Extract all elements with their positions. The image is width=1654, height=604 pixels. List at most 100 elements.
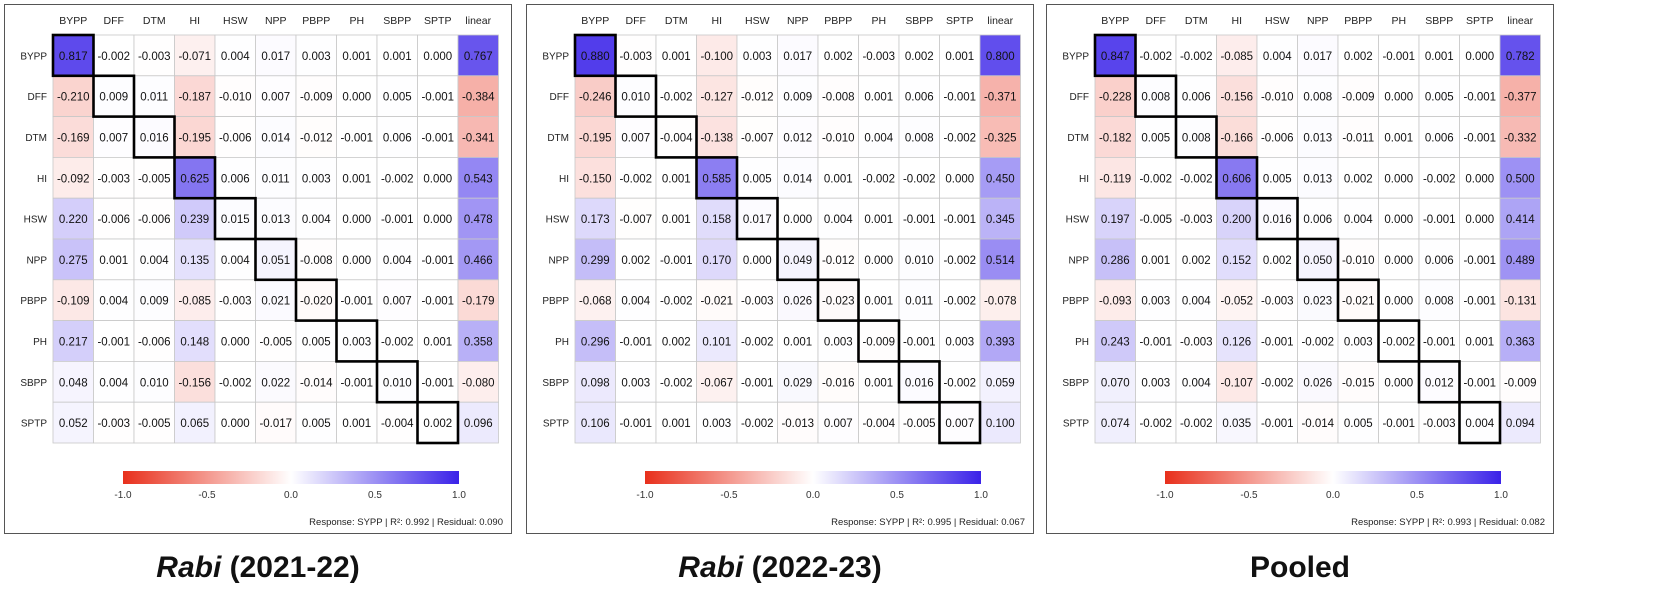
heatmap-cell bbox=[1499, 320, 1541, 362]
cell-value: -0.109 bbox=[57, 296, 90, 308]
cell-value: 0.543 bbox=[464, 173, 493, 185]
diagonal-highlight bbox=[816, 278, 860, 322]
heatmap-cell bbox=[417, 360, 459, 403]
caption-2: Rabi (2022-23) bbox=[526, 538, 1034, 598]
cell-value: -0.014 bbox=[300, 377, 333, 389]
diagonal-highlight bbox=[294, 278, 338, 322]
row-header-sbpp: SBPP bbox=[1062, 378, 1089, 389]
col-header-ph: PH bbox=[1391, 15, 1406, 27]
cell-value: -0.005 bbox=[903, 418, 936, 430]
cell-value: 0.065 bbox=[180, 418, 209, 430]
diagonal-highlight bbox=[132, 115, 176, 159]
col-header-dff: DFF bbox=[626, 15, 646, 27]
heatmap-cell bbox=[376, 156, 418, 199]
row-header-sbpp: SBPP bbox=[20, 378, 47, 389]
cell-value: 0.011 bbox=[140, 92, 168, 104]
diagonal-highlight bbox=[1296, 237, 1340, 282]
cell-value: 0.004 bbox=[99, 377, 128, 389]
heatmap-cell bbox=[655, 75, 697, 118]
cell-value: -0.325 bbox=[984, 133, 1017, 145]
cell-value: -0.013 bbox=[781, 418, 814, 430]
colorbar-tick-label: -1.0 bbox=[1156, 490, 1174, 501]
cell-value: -0.002 bbox=[1139, 173, 1172, 185]
cell-value: -0.002 bbox=[1180, 51, 1213, 63]
heatmap-cell bbox=[979, 360, 1021, 403]
heatmap-cell bbox=[52, 197, 94, 240]
caption-1-rest: (2021-22) bbox=[221, 551, 360, 584]
cell-value: -0.179 bbox=[462, 296, 495, 308]
heatmap-cell bbox=[52, 360, 94, 403]
heatmap-cell bbox=[336, 75, 378, 118]
cell-value: 0.004 bbox=[221, 255, 250, 267]
colorbar-tick-label: 0.0 bbox=[806, 490, 820, 501]
cell-value: -0.003 bbox=[1423, 418, 1456, 430]
cell-value: -0.078 bbox=[984, 296, 1017, 308]
heatmap-cell bbox=[336, 360, 378, 403]
heatmap-cell bbox=[1135, 401, 1177, 444]
cell-value: 0.016 bbox=[905, 377, 934, 389]
cell-value: 0.000 bbox=[945, 173, 974, 185]
cell-value: 0.002 bbox=[824, 51, 853, 63]
heatmap-cell bbox=[615, 156, 657, 199]
cell-value: 0.096 bbox=[464, 418, 493, 430]
cell-value: 0.606 bbox=[1222, 173, 1251, 185]
cell-value: 0.880 bbox=[581, 51, 610, 63]
heatmap-cell bbox=[736, 279, 778, 321]
cell-value: 0.001 bbox=[1465, 337, 1494, 349]
cell-value: -0.195 bbox=[178, 133, 211, 145]
cell-value: -0.002 bbox=[1139, 51, 1172, 63]
cell-value: -0.001 bbox=[421, 255, 454, 267]
cell-value: -0.002 bbox=[660, 92, 693, 104]
cell-value: -0.002 bbox=[1180, 418, 1213, 430]
cell-value: 0.005 bbox=[302, 418, 331, 430]
heatmap-cell bbox=[1378, 360, 1420, 403]
cell-value: 0.002 bbox=[621, 255, 650, 267]
heatmap-cell bbox=[336, 401, 378, 444]
cell-value: 0.135 bbox=[180, 255, 209, 267]
heatmap-cell bbox=[1216, 75, 1258, 118]
heatmap-cell bbox=[255, 197, 297, 240]
cell-value: -0.001 bbox=[1463, 296, 1496, 308]
cell-value: 0.051 bbox=[261, 255, 290, 267]
heatmap-cell bbox=[457, 34, 499, 77]
cell-value: -0.001 bbox=[619, 337, 652, 349]
cell-value: -0.017 bbox=[259, 418, 292, 430]
diagonal-highlight bbox=[92, 74, 136, 118]
colorbar-tick-label: -1.0 bbox=[114, 490, 132, 501]
cell-value: 0.126 bbox=[1222, 337, 1251, 349]
cell-value: 0.003 bbox=[302, 173, 331, 185]
caption-1-italic: Rabi bbox=[156, 551, 222, 584]
col-header-bypp: BYPP bbox=[1101, 15, 1129, 27]
diagonal-highlight bbox=[1377, 319, 1421, 363]
heatmap-cell bbox=[1175, 156, 1217, 199]
cell-value: 0.023 bbox=[1303, 296, 1332, 308]
heatmap-cell bbox=[295, 116, 337, 158]
heatmap-cell bbox=[295, 156, 337, 199]
cell-value: 0.393 bbox=[986, 337, 1015, 349]
heatmap-cell bbox=[817, 156, 859, 199]
colorbar-tick-label: -0.5 bbox=[198, 490, 216, 501]
cell-value: 0.017 bbox=[1303, 51, 1332, 63]
cell-value: 0.021 bbox=[261, 296, 290, 308]
cell-value: 0.000 bbox=[783, 214, 812, 226]
row-header-npp: NPP bbox=[548, 255, 569, 266]
heatmap-cell bbox=[174, 279, 216, 321]
diagonal-highlight bbox=[1174, 115, 1218, 159]
heatmap-cell bbox=[52, 116, 94, 158]
cell-value: -0.001 bbox=[1463, 133, 1496, 145]
heatmap-cell bbox=[1337, 75, 1379, 118]
heatmap-cell bbox=[255, 34, 297, 77]
cell-value: 0.002 bbox=[905, 51, 934, 63]
heatmap-cell bbox=[376, 75, 418, 118]
cell-value: 0.782 bbox=[1506, 51, 1535, 63]
cell-value: -0.003 bbox=[138, 51, 171, 63]
cell-value: 0.007 bbox=[945, 418, 974, 430]
cell-value: 0.003 bbox=[702, 418, 731, 430]
heatmap-cell bbox=[1256, 401, 1298, 444]
heatmap-cell bbox=[858, 401, 900, 444]
cell-value: -0.085 bbox=[178, 296, 211, 308]
heatmap-cell bbox=[1094, 360, 1136, 403]
heatmap-cell bbox=[939, 320, 981, 362]
heatmap-cell bbox=[133, 75, 175, 118]
heatmap-cell bbox=[1337, 238, 1379, 281]
